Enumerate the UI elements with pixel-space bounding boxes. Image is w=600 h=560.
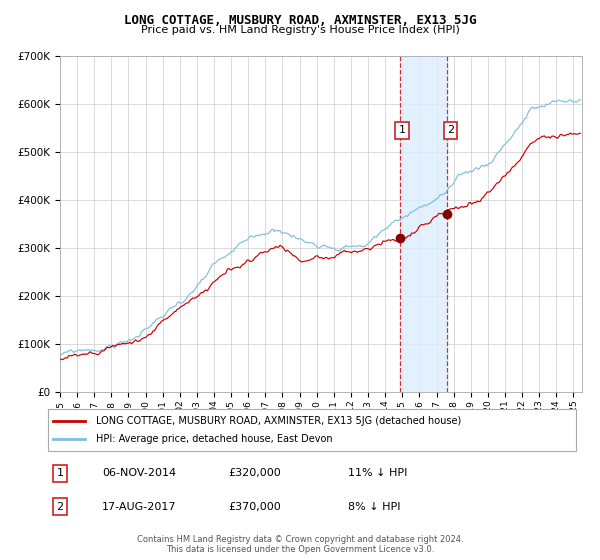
Text: 17-AUG-2017: 17-AUG-2017 <box>102 502 176 512</box>
Text: 2: 2 <box>447 125 454 136</box>
Bar <box>400 56 447 392</box>
Text: 8% ↓ HPI: 8% ↓ HPI <box>348 502 401 512</box>
Text: LONG COTTAGE, MUSBURY ROAD, AXMINSTER, EX13 5JG (detached house): LONG COTTAGE, MUSBURY ROAD, AXMINSTER, E… <box>95 416 461 426</box>
Text: Contains HM Land Registry data © Crown copyright and database right 2024.
This d: Contains HM Land Registry data © Crown c… <box>137 535 463 554</box>
Text: 2: 2 <box>56 502 64 512</box>
Text: £320,000: £320,000 <box>228 468 281 478</box>
Text: 1: 1 <box>56 468 64 478</box>
Text: HPI: Average price, detached house, East Devon: HPI: Average price, detached house, East… <box>95 434 332 444</box>
Text: 06-NOV-2014: 06-NOV-2014 <box>102 468 176 478</box>
Text: Price paid vs. HM Land Registry's House Price Index (HPI): Price paid vs. HM Land Registry's House … <box>140 25 460 35</box>
FancyBboxPatch shape <box>48 409 576 451</box>
Text: 11% ↓ HPI: 11% ↓ HPI <box>348 468 407 478</box>
Text: 1: 1 <box>399 125 406 136</box>
Text: LONG COTTAGE, MUSBURY ROAD, AXMINSTER, EX13 5JG: LONG COTTAGE, MUSBURY ROAD, AXMINSTER, E… <box>124 14 476 27</box>
Text: £370,000: £370,000 <box>228 502 281 512</box>
